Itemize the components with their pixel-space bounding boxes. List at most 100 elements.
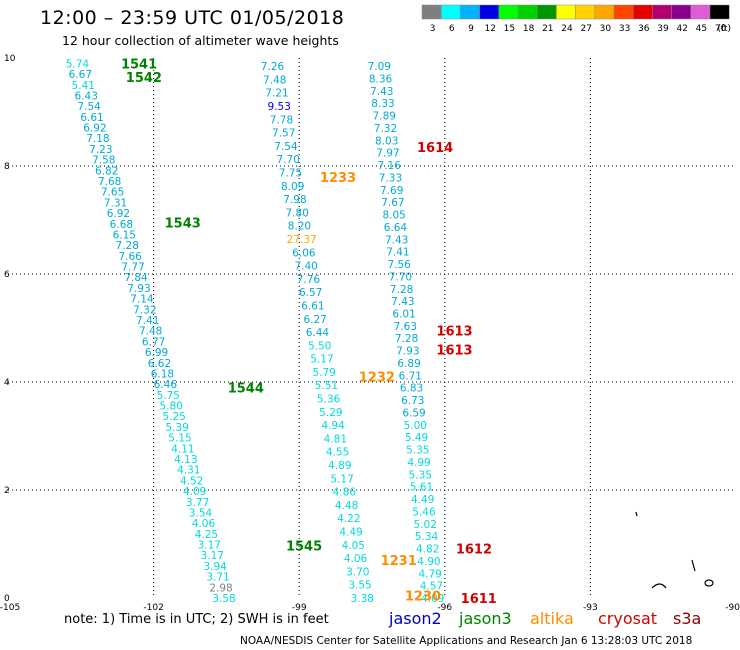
track-value-label: 7.84 — [124, 272, 148, 284]
track-value-label: 6.73 — [401, 395, 424, 407]
track-value-label: 7.78 — [270, 114, 293, 126]
legend-label: 39 — [657, 24, 669, 34]
legend-swatch — [690, 4, 711, 20]
track-value-label: 7.63 — [394, 321, 417, 333]
legend-label: 30 — [600, 24, 612, 34]
track-value-label: 7.98 — [283, 194, 306, 206]
track-value-label: 7.43 — [370, 86, 393, 98]
track-value-label: 7.54 — [77, 101, 101, 113]
y-tick-label: 2 — [4, 486, 10, 496]
legend-label: 15 — [504, 24, 515, 34]
track-value-label: 6.59 — [402, 407, 425, 419]
track-value-label: 7.28 — [116, 240, 139, 252]
note-text: note: 1) Time is in UTC; 2) SWH is in fe… — [64, 612, 329, 627]
pass-id-label: 1544 — [228, 381, 264, 396]
track-value-label: 4.11 — [171, 443, 194, 455]
track-value-label: 6.92 — [83, 123, 106, 135]
pass-id-label: 1611 — [461, 592, 497, 607]
track-value-label: 5.41 — [72, 80, 95, 92]
legend-label: 12 — [484, 24, 495, 34]
track-value-label: 3.54 — [189, 507, 213, 519]
track-value-label: 5.25 — [162, 411, 185, 423]
track-value-label: 7.14 — [130, 294, 154, 306]
track-value-label: 4.82 — [416, 544, 439, 556]
track-value-label: 6.67 — [69, 69, 92, 81]
legend-swatch — [440, 4, 461, 20]
track-value-label: 7.40 — [294, 261, 317, 273]
legend-swatch — [460, 4, 480, 20]
track-value-label: 6.57 — [299, 287, 322, 299]
pass-id-label: 1613 — [436, 344, 472, 359]
track-value-label: 6.77 — [142, 336, 165, 348]
track-value-label: 5.36 — [317, 394, 341, 406]
track-value-label: 7.69 — [380, 185, 403, 197]
track-value-label: 5.35 — [409, 469, 432, 481]
track-value-label: 7.57 — [272, 128, 295, 140]
legend-label: 9 — [468, 24, 474, 34]
track-value-label: 5.00 — [404, 420, 427, 432]
track-value-label: 4.89 — [328, 460, 351, 472]
legend-swatch — [594, 4, 615, 20]
y-tick-label: 0 — [4, 594, 10, 604]
track-value-label: 7.56 — [387, 259, 411, 271]
pass-id-label: 1612 — [456, 542, 492, 557]
track-value-label: 4.49 — [411, 494, 434, 506]
track-value-label: 8.03 — [375, 135, 398, 147]
track-value-label: 7.09 — [368, 61, 391, 73]
track-value-label: 8.20 — [288, 221, 311, 233]
track-value-label: 4.06 — [344, 553, 368, 565]
track-value-label: 6.99 — [145, 347, 168, 359]
legend-label: 27 — [580, 24, 591, 34]
track-value-label: 7.76 — [297, 274, 321, 286]
pass-id-label: 1232 — [359, 371, 395, 386]
coastline-fragment — [704, 579, 714, 587]
pass-id-label: 1230 — [405, 589, 441, 604]
track-value-label: 3.94 — [203, 561, 227, 573]
coastline-fragment — [651, 583, 667, 589]
legend-swatch — [613, 4, 634, 20]
track-value-label: 4.22 — [337, 513, 360, 525]
track-value-label: 7.58 — [92, 155, 115, 167]
pass-id-label: 1613 — [436, 325, 472, 340]
legend-label: 70 — [715, 24, 727, 34]
track-value-label: 8.36 — [369, 73, 393, 85]
track-value-label: 3.17 — [198, 540, 221, 552]
track-value-label: 4.81 — [324, 433, 347, 445]
track-value-label: 7.48 — [139, 326, 162, 338]
track-value-label: 7.32 — [133, 304, 156, 316]
track-value-label: 6.46 — [154, 379, 178, 391]
pass-id-label: 1231 — [381, 554, 417, 569]
track-value-label: 9.53 — [268, 101, 291, 113]
legend-label: 21 — [542, 24, 553, 34]
legend-swatch — [709, 4, 730, 20]
track-value-label: 6.71 — [399, 370, 422, 382]
legend-swatch — [652, 4, 672, 20]
track-value-label: 7.21 — [265, 88, 288, 100]
track-value-label: 6.27 — [303, 314, 326, 326]
satellite-legend-cryosat: cryosat — [598, 609, 658, 628]
x-tick-label: -93 — [583, 603, 598, 613]
track-value-label: 7.68 — [98, 176, 121, 188]
track-value-label: 6.61 — [301, 300, 324, 312]
pass-id-label: 1542 — [126, 71, 162, 86]
legend-label: 45 — [696, 24, 707, 34]
track-value-label: 4.55 — [326, 447, 349, 459]
pass-id-label: 1545 — [286, 540, 322, 555]
track-value-label: 7.41 — [136, 315, 159, 327]
track-value-label: 4.05 — [342, 540, 365, 552]
track-value-label: 6.15 — [113, 229, 136, 241]
satellite-legend-jason2: jason2 — [389, 609, 442, 628]
legend-swatch — [632, 4, 653, 20]
track-value-label: 6.61 — [80, 112, 103, 124]
chart-subtitle: 12 hour collection of altimeter wave hei… — [62, 33, 339, 48]
track-value-label: 5.80 — [160, 401, 183, 413]
track-value-label: 5.17 — [330, 473, 353, 485]
track-value-label: 5.34 — [415, 531, 439, 543]
legend-swatch — [556, 4, 576, 20]
track-value-label: 7.97 — [376, 148, 399, 160]
y-tick-label: 8 — [4, 162, 10, 172]
track-value-label: 7.75 — [279, 167, 302, 179]
track-value-label: 4.13 — [174, 454, 197, 466]
track-value-label: 5.29 — [319, 407, 342, 419]
